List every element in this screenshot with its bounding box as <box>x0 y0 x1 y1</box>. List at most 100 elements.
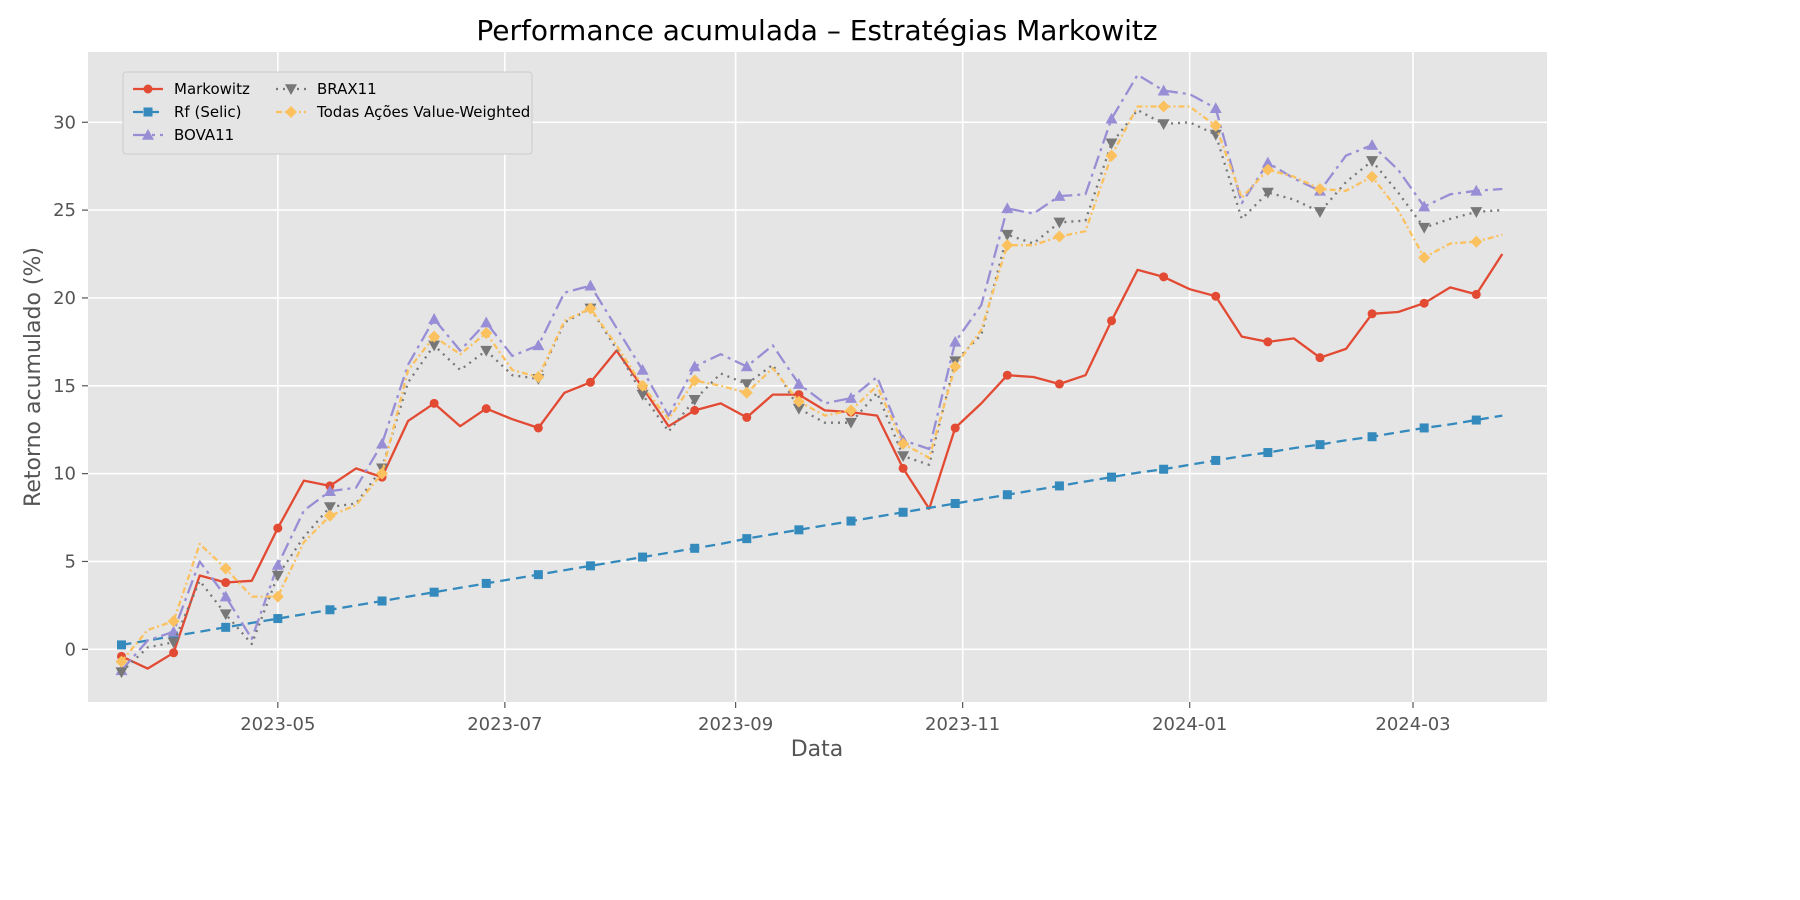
chart-title: Performance acumulada – Estratégias Mark… <box>476 14 1157 47</box>
data-point-bova11 <box>1105 112 1118 124</box>
data-point-brax11 <box>219 609 232 621</box>
data-point-todas-acoes-value-weighted <box>1105 149 1118 162</box>
data-point-brax11 <box>1313 207 1326 218</box>
x-tick-label: 2024-03 <box>1375 714 1450 735</box>
data-point-rf-selic <box>846 516 856 526</box>
data-point-todas-acoes-value-weighted <box>376 467 389 480</box>
data-point-rf-selic <box>1263 448 1273 458</box>
data-point-brax11 <box>1001 229 1014 241</box>
data-point-markowitz <box>429 398 439 408</box>
data-point-brax11 <box>1261 187 1274 199</box>
data-point-todas-acoes-value-weighted <box>167 615 180 628</box>
data-point-markowitz <box>1263 337 1273 347</box>
data-point-brax11 <box>167 637 180 649</box>
legend-marker <box>143 84 153 94</box>
data-point-todas-acoes-value-weighted <box>1418 251 1431 264</box>
data-point-todas-acoes-value-weighted <box>792 395 805 408</box>
data-point-bova11 <box>1470 184 1483 196</box>
y-tick-label: 5 <box>65 551 76 572</box>
data-point-rf-selic <box>1315 440 1325 450</box>
legend-marker <box>142 129 154 140</box>
data-point-markowitz <box>1054 379 1064 389</box>
y-tick-label: 20 <box>53 288 76 309</box>
data-point-markowitz <box>950 423 960 433</box>
x-tick-label: 2023-09 <box>698 714 773 735</box>
data-point-rf-selic <box>950 498 960 508</box>
data-point-todas-acoes-value-weighted <box>1261 163 1274 176</box>
data-point-rf-selic <box>1367 432 1377 442</box>
data-point-rf-selic <box>221 622 231 632</box>
y-tick-label: 15 <box>53 376 76 397</box>
series-group <box>115 73 1504 679</box>
data-point-brax11 <box>428 340 441 352</box>
y-tick-label: 10 <box>53 464 76 485</box>
data-point-bova11 <box>740 360 753 372</box>
legend-label: BRAX11 <box>317 80 377 98</box>
data-point-todas-acoes-value-weighted <box>636 379 649 392</box>
data-point-brax11 <box>1105 138 1118 150</box>
data-point-todas-acoes-value-weighted <box>480 327 493 340</box>
data-point-markowitz <box>221 578 231 588</box>
data-point-rf-selic <box>1002 490 1012 500</box>
series-rf-selic <box>116 414 1503 650</box>
data-point-brax11 <box>1053 217 1066 229</box>
x-tick-label: 2024-01 <box>1152 714 1227 735</box>
data-point-markowitz <box>1367 309 1377 319</box>
data-point-brax11 <box>323 502 336 513</box>
data-point-todas-acoes-value-weighted <box>1001 239 1014 252</box>
data-point-bova11 <box>1418 200 1431 212</box>
legend-label: BOVA11 <box>174 126 234 144</box>
data-point-brax11 <box>792 403 805 415</box>
data-point-bova11 <box>1366 139 1379 150</box>
data-point-rf-selic <box>1159 464 1169 474</box>
data-point-todas-acoes-value-weighted <box>115 655 128 668</box>
data-point-bova11 <box>636 363 649 375</box>
data-point-rf-selic <box>690 543 700 553</box>
legend-label: Todas Ações Value-Weighted <box>316 103 530 121</box>
data-point-todas-acoes-value-weighted <box>844 404 857 417</box>
data-point-brax11 <box>1366 156 1379 167</box>
data-point-todas-acoes-value-weighted <box>428 330 441 343</box>
data-point-todas-acoes-value-weighted <box>740 386 753 399</box>
data-point-markowitz <box>1471 289 1481 299</box>
data-point-bova11 <box>1209 102 1222 114</box>
data-point-todas-acoes-value-weighted <box>1470 235 1483 248</box>
data-point-markowitz <box>533 423 543 433</box>
data-point-bova11 <box>480 316 493 328</box>
data-point-brax11 <box>271 570 284 582</box>
legend-box <box>122 71 533 155</box>
data-point-markowitz <box>169 648 179 658</box>
data-point-bova11 <box>1053 190 1066 201</box>
legend: Markowitz Rf (Selic) BOVA11 BRAX11 Todas Açõ… <box>122 71 533 155</box>
data-point-brax11 <box>1418 222 1431 234</box>
series-brax11 <box>115 108 1503 679</box>
data-point-bova11 <box>428 313 441 324</box>
data-point-bova11 <box>844 392 857 403</box>
data-point-todas-acoes-value-weighted <box>1053 230 1066 243</box>
data-point-todas-acoes-value-weighted <box>1313 183 1326 196</box>
data-point-markowitz <box>1002 370 1012 380</box>
data-point-bova11 <box>219 590 232 602</box>
data-point-todas-acoes-value-weighted <box>323 509 336 522</box>
data-point-markowitz <box>273 523 283 533</box>
data-point-bova11 <box>792 378 805 389</box>
data-point-markowitz <box>1315 353 1325 363</box>
data-point-bova11 <box>376 437 389 449</box>
data-point-rf-selic <box>429 587 439 597</box>
data-point-markowitz <box>1211 291 1221 301</box>
plot-area <box>88 52 1547 702</box>
data-point-markowitz <box>898 463 908 473</box>
data-point-brax11 <box>115 667 128 679</box>
legend-item-bova11: BOVA11 <box>133 126 234 144</box>
data-point-brax11 <box>897 451 910 463</box>
data-point-bova11 <box>1157 84 1170 96</box>
data-point-todas-acoes-value-weighted <box>1157 100 1170 113</box>
x-tick-label: 2023-07 <box>467 714 542 735</box>
legend-marker <box>285 106 297 118</box>
data-point-markowitz <box>1419 298 1429 308</box>
data-point-rf-selic <box>1419 423 1429 433</box>
data-point-rf-selic <box>1211 455 1221 465</box>
data-point-rf-selic <box>533 570 543 580</box>
data-point-bova11 <box>323 485 336 496</box>
